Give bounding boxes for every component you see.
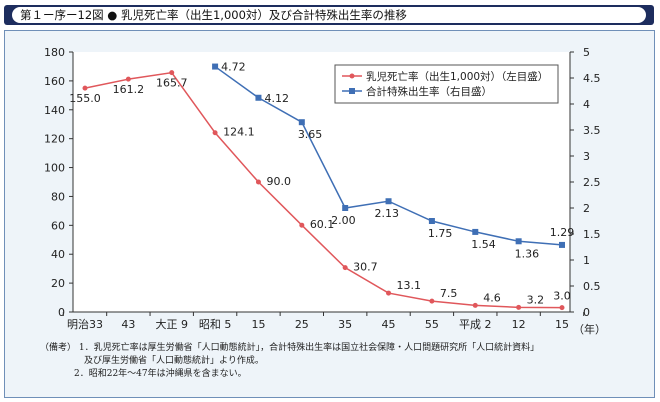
notes: （備考） 1．乳児死亡率は厚生労働省「人口動態統計」，合計特殊出生率は国立社会保… <box>40 342 539 381</box>
x-tick-label: 25 <box>295 318 309 331</box>
data-point <box>559 241 565 248</box>
right-tick-label: 5 <box>583 46 590 59</box>
left-tick-label: 80 <box>51 190 65 203</box>
x-tick-label: 55 <box>425 318 439 331</box>
data-label: 13.1 <box>397 279 422 292</box>
data-label: 1.54 <box>471 238 496 251</box>
data-point <box>298 119 305 126</box>
left-tick-label: 60 <box>51 219 65 232</box>
x-tick-label: 平成 2 <box>459 318 492 331</box>
left-tick-label: 20 <box>51 277 65 290</box>
figure-title: 第１ー序ー12図 ● 乳児死亡率（出生1,000対）及び合計特殊出生率の推移 <box>12 7 646 23</box>
data-label: 124.1 <box>223 126 255 139</box>
notes-label: （備考） <box>40 343 77 353</box>
right-tick-label: 1 <box>583 254 590 267</box>
x-tick-label: 昭和 5 <box>199 318 232 331</box>
legend-box <box>334 64 559 104</box>
legend-marker <box>349 88 355 94</box>
data-label: 3.0 <box>553 290 571 303</box>
data-label: 60.1 <box>310 218 335 231</box>
x-tick-label: 15 <box>251 318 265 331</box>
data-point <box>472 302 478 308</box>
data-point <box>255 179 261 185</box>
data-label: 2.13 <box>375 207 400 220</box>
data-point <box>212 63 219 70</box>
left-tick-label: 120 <box>44 133 65 146</box>
data-point <box>428 218 435 224</box>
note-2: 2．昭和22年～47年は沖縄県を含まない。 <box>74 369 247 379</box>
x-tick-label: 明治33 <box>67 317 103 331</box>
right-tick-label: 2 <box>583 202 590 215</box>
x-unit-label: （年） <box>573 322 606 336</box>
left-tick-label: 100 <box>44 162 65 175</box>
x-tick-label: 45 <box>382 318 396 331</box>
data-point <box>342 265 348 271</box>
right-tick-label: 1.5 <box>583 228 601 241</box>
note-1: 1．乳児死亡率は厚生労働省「人口動態統計」，合計特殊出生率は国立社会保障・人口問… <box>78 343 540 353</box>
legend-label: 合計特殊出生率（右目盛） <box>366 85 492 98</box>
data-label: 4.6 <box>483 291 501 304</box>
right-tick-label: 4.5 <box>583 72 601 85</box>
data-point <box>559 305 565 311</box>
x-tick-label: 43 <box>121 318 135 331</box>
data-label: 90.0 <box>266 175 291 188</box>
data-point <box>515 238 522 245</box>
legend-marker <box>349 73 355 79</box>
data-label: 30.7 <box>353 261 378 274</box>
left-tick-label: 140 <box>44 104 65 117</box>
x-tick-label: 15 <box>555 318 569 331</box>
legend-label: 乳児死亡率（出生1,000対）（左目盛） <box>366 70 548 83</box>
left-tick-label: 0 <box>58 306 65 319</box>
data-point <box>169 70 175 76</box>
data-label: 155.0 <box>69 92 101 105</box>
data-label: 1.36 <box>515 247 540 260</box>
x-tick-label: 35 <box>338 318 352 331</box>
data-label: 1.75 <box>428 227 453 240</box>
left-tick-label: 40 <box>51 248 65 261</box>
data-label: 2.00 <box>331 214 356 227</box>
right-tick-label: 3 <box>583 150 590 163</box>
data-label: 165.7 <box>156 77 188 90</box>
data-label: 3.2 <box>527 293 545 306</box>
data-point <box>299 222 305 228</box>
left-tick-label: 160 <box>44 75 65 88</box>
data-point <box>385 198 392 205</box>
right-tick-label: 0 <box>583 306 590 319</box>
data-point <box>342 205 349 211</box>
data-point <box>386 290 392 296</box>
title-bar: 第１ー序ー12図 ● 乳児死亡率（出生1,000対）及び合計特殊出生率の推移 <box>4 5 654 25</box>
data-label: 4.12 <box>264 92 289 105</box>
data-point <box>82 85 88 91</box>
note-1b: 及び厚生労働省「人口動態統計」より作成。 <box>84 356 264 366</box>
x-tick-label: 12 <box>512 318 526 331</box>
data-label: 3.65 <box>298 128 323 141</box>
data-label: 7.5 <box>440 287 458 300</box>
right-tick-label: 2.5 <box>583 176 601 189</box>
data-point <box>255 94 262 101</box>
data-point <box>125 76 131 82</box>
right-tick-label: 3.5 <box>583 124 601 137</box>
x-tick-label: 大正 9 <box>155 317 188 331</box>
left-tick-label: 180 <box>44 46 65 59</box>
data-label: 1.29 <box>550 226 575 239</box>
right-tick-label: 4 <box>583 98 590 111</box>
data-point <box>212 130 218 136</box>
data-point <box>516 304 522 310</box>
series-line-0 <box>84 71 563 309</box>
right-tick-label: 0.5 <box>583 280 601 293</box>
data-label: 161.2 <box>113 83 145 96</box>
data-point <box>429 298 435 304</box>
data-label: 4.72 <box>221 61 246 74</box>
data-point <box>472 228 479 235</box>
